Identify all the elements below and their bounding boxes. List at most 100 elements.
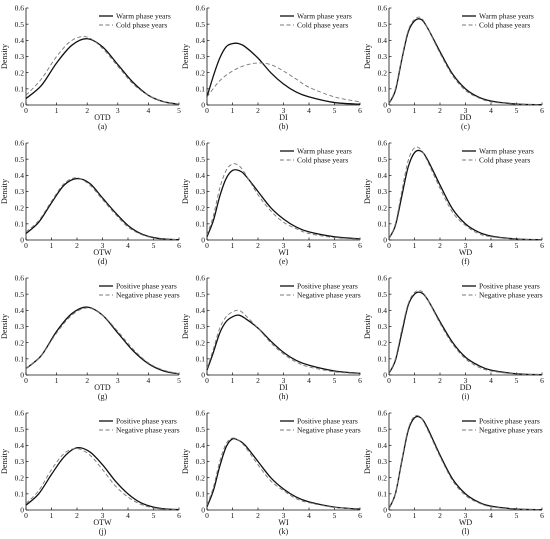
legend-label: Positive phase years: [116, 282, 177, 291]
series-line-solid: [388, 149, 543, 241]
x-tick-label: 5: [515, 511, 519, 520]
legend-label: Cold phase years: [297, 156, 348, 165]
y-tick-label: 0.6: [15, 4, 25, 13]
y-tick-label: 0.5: [378, 425, 388, 434]
y-tick-label: 0.4: [378, 36, 388, 45]
series-line-dashed: [206, 163, 361, 240]
x-tick-label: 3: [464, 376, 468, 385]
x-axis-label: WI: [278, 518, 289, 527]
x-tick-label: 3: [101, 241, 105, 250]
y-axis-label: Density: [181, 44, 190, 69]
x-tick-label: 3: [464, 106, 468, 115]
panel-label: (j): [99, 527, 107, 536]
x-tick-label: 4: [126, 511, 130, 520]
y-tick-label: 0.1: [196, 219, 206, 228]
x-tick-label: 0: [387, 511, 391, 520]
x-tick-label: 2: [75, 511, 79, 520]
y-axis-label: Density: [363, 314, 372, 339]
panel-k: 0 1 2 3 4 5 6 0 0.1 0.2 0.3 0.4 0.5 0.6 Density WI(k) Po…: [181, 409, 362, 536]
x-axis-label: DI: [279, 383, 288, 392]
x-tick-label: 2: [256, 511, 260, 520]
series-line-dashed: [206, 309, 361, 375]
x-tick-label: 2: [85, 106, 89, 115]
x-tick-label: 4: [307, 241, 311, 250]
x-tick-label: 6: [540, 376, 544, 385]
y-tick-label: 0.4: [15, 36, 25, 45]
series-line-solid: [206, 314, 361, 375]
x-tick-label: 3: [282, 106, 286, 115]
y-tick-label: 0.1: [15, 219, 25, 228]
series-line-dashed: [25, 307, 180, 375]
y-tick-label: 0.3: [196, 187, 206, 196]
x-tick-label: 5: [515, 241, 519, 250]
legend-label: Negative phase years: [116, 291, 180, 300]
x-axis-label: DI: [279, 113, 288, 122]
y-tick-label: 0.2: [196, 473, 206, 482]
x-tick-label: 6: [540, 241, 544, 250]
x-tick-label: 0: [24, 376, 28, 385]
y-axis-label: Density: [363, 449, 372, 474]
panel-label: (c): [461, 122, 470, 131]
y-tick-label: 0: [20, 371, 24, 380]
y-tick-label: 0.4: [15, 171, 25, 180]
x-tick-label: 5: [333, 376, 337, 385]
y-axis-label: Density: [181, 449, 190, 474]
x-tick-label: 1: [413, 511, 417, 520]
series-line-dashed: [388, 16, 543, 106]
panel-label: (d): [98, 257, 108, 266]
x-tick-label: 0: [24, 511, 28, 520]
x-tick-label: 3: [464, 241, 468, 250]
panel-g: 0 1 2 3 4 5 0 0.1 0.2 0.3 0.4 0.5 0.6 Density OTD(g) Po…: [0, 274, 181, 401]
panel-j: 0 1 2 3 4 5 6 0 0.1 0.2 0.3 0.4 0.5 0.6 Density OTW(j) P…: [0, 409, 181, 536]
series-line-solid: [206, 42, 361, 105]
x-tick-label: 2: [256, 241, 260, 250]
y-tick-label: 0.5: [378, 290, 388, 299]
y-tick-label: 0.2: [15, 203, 25, 212]
panel-label: (g): [98, 392, 108, 401]
x-axis-label: OTD: [94, 383, 111, 392]
y-tick-label: 0: [383, 236, 387, 245]
y-tick-label: 0.5: [196, 290, 206, 299]
y-tick-label: 0: [201, 236, 205, 245]
x-tick-label: 0: [24, 241, 28, 250]
series-line-dashed: [206, 62, 361, 103]
y-tick-label: 0: [20, 101, 24, 110]
y-tick-label: 0: [201, 101, 205, 110]
x-tick-label: 6: [358, 106, 362, 115]
y-tick-label: 0.2: [378, 203, 388, 212]
x-tick-label: 0: [387, 376, 391, 385]
x-tick-label: 5: [152, 511, 156, 520]
y-tick-label: 0: [201, 371, 205, 380]
legend-label: Warm phase years: [297, 147, 352, 156]
panel-b: 0 1 2 3 4 5 6 0 0.1 0.2 0.3 0.4 0.5 0.6 Density DI(b) Wa…: [181, 4, 362, 131]
x-axis-label: DD: [460, 113, 472, 122]
legend-label: Warm phase years: [479, 147, 534, 156]
x-tick-label: 6: [358, 511, 362, 520]
legend-label: Cold phase years: [116, 21, 167, 30]
panel-label: (l): [462, 527, 470, 536]
x-tick-label: 1: [231, 376, 235, 385]
y-tick-label: 0.1: [15, 489, 25, 498]
y-tick-label: 0.3: [15, 187, 25, 196]
y-tick-label: 0.6: [196, 409, 206, 418]
x-tick-label: 1: [55, 376, 59, 385]
y-tick-label: 0.1: [196, 84, 206, 93]
y-tick-label: 0.2: [196, 68, 206, 77]
legend-label: Negative phase years: [479, 426, 543, 435]
x-tick-label: 2: [256, 106, 260, 115]
y-tick-label: 0.5: [15, 155, 25, 164]
y-tick-label: 0.5: [15, 290, 25, 299]
x-tick-label: 4: [489, 106, 493, 115]
y-tick-label: 0.2: [15, 473, 25, 482]
x-tick-label: 6: [540, 511, 544, 520]
y-tick-label: 0.1: [15, 84, 25, 93]
series-line-solid: [206, 169, 361, 240]
y-axis-label: Density: [181, 314, 190, 339]
y-tick-label: 0.6: [378, 139, 388, 148]
x-tick-label: 4: [307, 511, 311, 520]
y-tick-label: 0.3: [15, 52, 25, 61]
x-tick-label: 1: [50, 511, 54, 520]
series-line-solid: [25, 177, 180, 241]
y-tick-label: 0.6: [15, 139, 25, 148]
